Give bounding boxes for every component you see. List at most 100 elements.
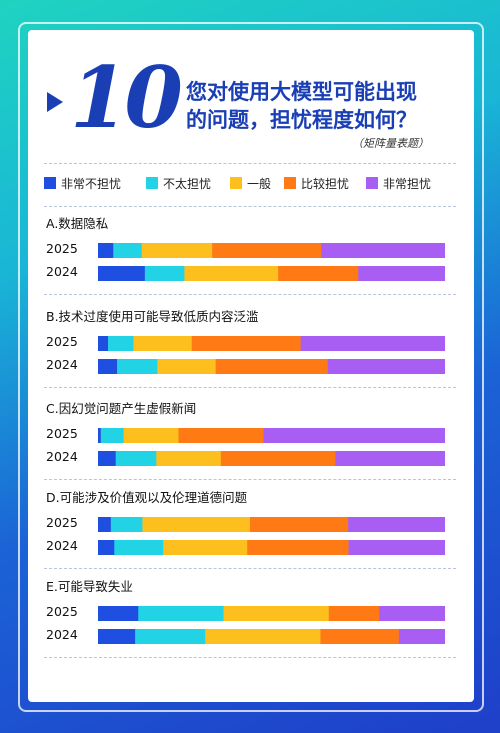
bar-segment <box>98 266 146 281</box>
bar-segment <box>135 629 206 644</box>
bar-segment <box>247 540 349 555</box>
chart-legend: 非常不担忧 不太担忧 一般 比较担忧 非常担忧 <box>44 174 464 194</box>
question-number: 10 <box>70 48 183 147</box>
bar-segment <box>335 451 445 466</box>
stacked-bar <box>98 629 445 644</box>
group-title: D.可能涉及价值观以及伦理道德问题 <box>46 490 248 505</box>
stacked-bar <box>98 540 445 555</box>
group-title: C.因幻觉问题产生虚假新闻 <box>46 401 197 416</box>
legend-label: 比较担忧 <box>301 176 350 191</box>
bar-segment <box>98 359 118 374</box>
stacked-bar <box>98 517 445 532</box>
legend-item: 比较担忧 <box>284 174 349 192</box>
legend-item: 非常担忧 <box>366 174 431 192</box>
bar-segment <box>358 266 445 281</box>
bar-segment <box>212 243 322 258</box>
divider <box>44 479 456 480</box>
legend-label: 不太担忧 <box>163 176 212 191</box>
year-label: 2025 <box>46 426 78 441</box>
year-label: 2024 <box>46 264 78 279</box>
bar-segment <box>321 243 445 258</box>
legend-item: 非常不担忧 <box>44 174 121 192</box>
year-label: 2024 <box>46 627 78 642</box>
bar-segment <box>117 359 158 374</box>
bar-segment <box>249 517 349 532</box>
bar-segment <box>300 336 445 351</box>
bar-segment <box>156 451 222 466</box>
bar-segment <box>327 359 445 374</box>
legend-label: 非常担忧 <box>383 176 432 191</box>
year-label: 2025 <box>46 241 78 256</box>
legend-swatch <box>366 177 378 189</box>
bar-segment <box>108 336 134 351</box>
bar-segment <box>133 336 192 351</box>
divider <box>44 657 456 658</box>
divider <box>44 294 456 295</box>
question-title-line2: 的问题，担忧程度如何？ <box>186 108 417 132</box>
bar-segment <box>98 451 116 466</box>
bar-segment <box>379 606 445 621</box>
bar-segment <box>348 517 445 532</box>
stacked-bar <box>98 243 445 258</box>
bar-segment <box>138 606 224 621</box>
stacked-bar <box>98 336 445 351</box>
bar-segment <box>144 266 185 281</box>
bar-segment <box>205 629 321 644</box>
year-label: 2024 <box>46 357 78 372</box>
bar-segment <box>142 517 251 532</box>
legend-label: 非常不担忧 <box>61 176 122 191</box>
bar-segment <box>98 540 115 555</box>
bar-segment <box>113 243 143 258</box>
year-label: 2024 <box>46 449 78 464</box>
bar-segment <box>141 243 213 258</box>
year-label: 2025 <box>46 334 78 349</box>
stacked-bar <box>98 428 445 443</box>
bar-segment <box>328 606 380 621</box>
bar-segment <box>178 428 264 443</box>
bar-segment <box>100 428 124 443</box>
stacked-bar <box>98 451 445 466</box>
bar-segment <box>278 266 359 281</box>
legend-swatch <box>44 177 56 189</box>
bar-segment <box>115 451 157 466</box>
bar-segment <box>163 540 248 555</box>
bar-segment <box>123 428 179 443</box>
legend-label: 一般 <box>247 176 272 191</box>
divider <box>44 206 456 207</box>
legend-swatch <box>230 177 242 189</box>
divider <box>44 387 456 388</box>
legend-swatch <box>284 177 296 189</box>
bar-segment <box>215 359 329 374</box>
bar-segment <box>348 540 445 555</box>
stacked-bar <box>98 359 445 374</box>
year-label: 2025 <box>46 604 78 619</box>
legend-item: 一般 <box>230 174 271 192</box>
bar-segment <box>220 451 336 466</box>
bar-segment <box>98 336 109 351</box>
bar-segment <box>98 629 136 644</box>
question-title-line1: 您对使用大模型可能出现 <box>186 80 417 104</box>
bar-segment <box>98 517 112 532</box>
legend-item: 不太担忧 <box>146 174 211 192</box>
bar-segment <box>263 428 445 443</box>
bar-segment <box>98 428 102 443</box>
stacked-bar <box>98 606 445 621</box>
bar-segment <box>98 606 139 621</box>
stacked-bar <box>98 266 445 281</box>
group-title: A.数据隐私 <box>46 216 109 231</box>
bar-segment <box>110 517 143 532</box>
bar-segment <box>398 629 445 644</box>
group-title: E.可能导致失业 <box>46 579 133 594</box>
bar-segment <box>114 540 164 555</box>
bar-segment <box>98 243 114 258</box>
divider <box>44 568 456 569</box>
question-type: （矩阵量表题） <box>352 137 429 150</box>
bar-segment <box>191 336 301 351</box>
bar-segment <box>184 266 279 281</box>
play-arrow-icon <box>47 92 63 112</box>
year-label: 2025 <box>46 515 78 530</box>
legend-swatch <box>146 177 158 189</box>
bar-segment <box>320 629 400 644</box>
group-title: B.技术过度使用可能导致低质内容泛滥 <box>46 309 259 324</box>
bar-segment <box>223 606 330 621</box>
